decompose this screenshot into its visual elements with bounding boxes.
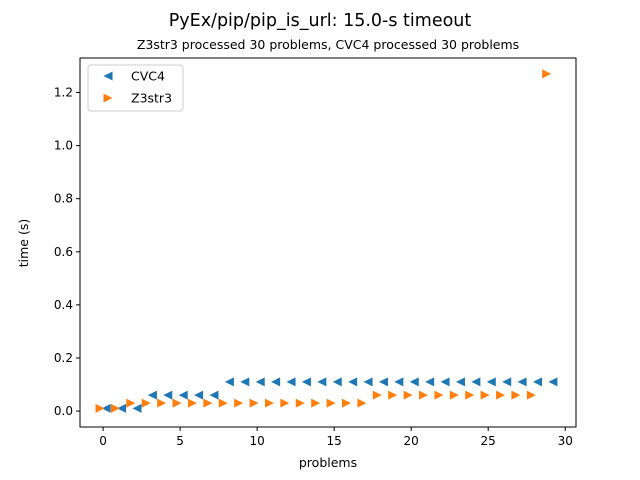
x-tick-label: 30 xyxy=(558,434,573,448)
data-point xyxy=(511,390,521,400)
data-point xyxy=(332,377,342,387)
data-point xyxy=(234,398,244,408)
x-tick-label: 25 xyxy=(481,434,496,448)
x-axis-label: problems xyxy=(299,455,357,470)
data-point xyxy=(403,390,413,400)
data-point xyxy=(394,377,404,387)
data-point xyxy=(255,377,265,387)
chart-title: PyEx/pip/pip_is_url: 15.0-s timeout xyxy=(169,11,472,31)
data-point xyxy=(348,377,358,387)
y-tick-label: 1.2 xyxy=(54,86,73,100)
data-point xyxy=(163,390,173,400)
data-point xyxy=(419,390,429,400)
y-tick-label: 0.6 xyxy=(54,245,73,259)
data-point xyxy=(95,403,105,413)
legend: CVC4 Z3str3 xyxy=(87,64,184,112)
data-point xyxy=(548,377,558,387)
data-point xyxy=(378,377,388,387)
data-point xyxy=(434,390,444,400)
data-point xyxy=(425,377,435,387)
data-point xyxy=(187,398,197,408)
series-cvc4 xyxy=(101,377,558,413)
data-point xyxy=(502,377,512,387)
data-point xyxy=(532,377,542,387)
data-point xyxy=(409,377,419,387)
data-point xyxy=(341,398,351,408)
data-point xyxy=(496,390,506,400)
data-point xyxy=(480,390,490,400)
data-point xyxy=(194,390,204,400)
data-point xyxy=(209,390,219,400)
data-point xyxy=(101,403,111,413)
x-tick-label: 0 xyxy=(99,434,107,448)
legend-marker xyxy=(103,71,113,81)
data-point xyxy=(301,377,311,387)
chart-subtitle: Z3str3 processed 30 problems, CVC4 proce… xyxy=(137,37,519,52)
data-point xyxy=(240,377,250,387)
data-point xyxy=(295,398,305,408)
data-point xyxy=(455,377,465,387)
data-point xyxy=(203,398,213,408)
plot-area: 0 5 10 15 20 25 30 0.0 0.2 0.4 0.6 0.8 1.0 1.2 xyxy=(54,57,577,448)
data-point xyxy=(517,377,527,387)
data-point xyxy=(178,390,188,400)
y-tick-label: 0.4 xyxy=(54,298,73,312)
data-point xyxy=(141,398,151,408)
y-tick-label: 0.8 xyxy=(54,192,73,206)
data-point xyxy=(440,377,450,387)
data-point xyxy=(271,377,281,387)
data-point xyxy=(126,398,136,408)
data-point xyxy=(147,390,157,400)
data-point xyxy=(157,398,167,408)
data-point xyxy=(117,403,127,413)
y-tick-label: 0.2 xyxy=(54,351,73,365)
data-point xyxy=(132,403,142,413)
data-point xyxy=(471,377,481,387)
data-point xyxy=(326,398,336,408)
data-point xyxy=(486,377,496,387)
data-point xyxy=(357,398,367,408)
data-point xyxy=(286,377,296,387)
data-point xyxy=(388,390,398,400)
data-point xyxy=(280,398,290,408)
series-z3str3 xyxy=(95,69,552,413)
y-tick-label: 1.0 xyxy=(54,139,73,153)
data-point xyxy=(363,377,373,387)
data-point xyxy=(172,398,182,408)
x-tick-label: 15 xyxy=(327,434,342,448)
legend-label: Z3str3 xyxy=(131,91,172,106)
x-tick-label: 5 xyxy=(176,434,184,448)
data-point xyxy=(317,377,327,387)
data-point xyxy=(465,390,475,400)
legend-marker xyxy=(103,93,113,103)
y-axis-label: time (s) xyxy=(16,219,31,267)
data-point xyxy=(249,398,259,408)
data-point xyxy=(264,398,274,408)
x-tick-label: 20 xyxy=(404,434,419,448)
data-point xyxy=(311,398,321,408)
axes-frame xyxy=(79,57,577,428)
data-point xyxy=(110,403,120,413)
data-point xyxy=(526,390,536,400)
y-tick-label: 0.0 xyxy=(54,404,73,418)
x-tick-label: 10 xyxy=(250,434,265,448)
data-point xyxy=(449,390,459,400)
legend-label: CVC4 xyxy=(131,69,165,84)
data-point xyxy=(224,377,234,387)
data-point xyxy=(542,69,552,79)
data-point xyxy=(218,398,228,408)
data-point xyxy=(372,390,382,400)
